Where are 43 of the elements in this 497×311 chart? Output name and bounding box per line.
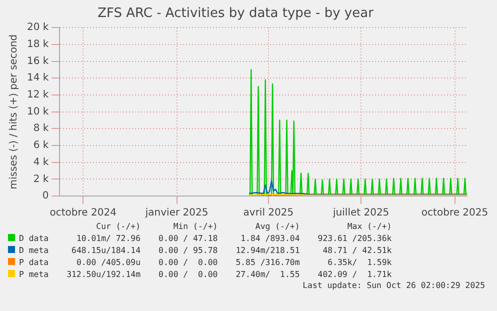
text: 923.61 /205.36k	[316, 232, 392, 244]
y-tick-label: 18 k	[26, 39, 49, 50]
text: 0.00 / 95.78	[158, 244, 218, 256]
text: 0.00 /405.09u	[75, 256, 141, 268]
text: 312.50u/192.14m	[66, 268, 141, 280]
text: Min (-/+)	[172, 220, 218, 232]
x-tick-label: janvier 2025	[144, 208, 208, 219]
text: 5.85 /316.70m	[234, 256, 300, 268]
text: 27.40m/ 1.55	[234, 268, 300, 280]
text: Cur (-/+)	[95, 220, 141, 232]
text: 402.09 / 1.71k	[316, 268, 392, 280]
text: 0.00 / 0.00	[158, 256, 218, 268]
y-tick-label: 8 k	[33, 123, 49, 134]
x-tick-label: juillet 2025	[332, 208, 390, 219]
text: 6.35k/ 1.59k	[326, 256, 392, 268]
y-tick-label: 4 k	[33, 156, 49, 168]
text: 0.00 / 0.00	[158, 268, 218, 280]
y-axis-title: misses (-) / hits (+) per second	[8, 34, 20, 190]
legend-label: D data	[18, 232, 49, 244]
y-tick-label: 6 k	[33, 140, 49, 152]
legend-label: P data	[18, 256, 49, 268]
text: 648.15u/184.14	[70, 244, 141, 256]
y-tick-label: 14 k	[26, 72, 49, 84]
y-tick-label: 12 k	[26, 90, 49, 101]
y-tick-label: 0	[42, 190, 49, 202]
legend-label: D meta	[18, 244, 49, 256]
y-tick-label: 2 k	[33, 174, 49, 185]
y-tick-label: 20 k	[26, 22, 49, 34]
text: 10.01m/ 72.96	[75, 232, 141, 244]
text: Last update: Sun Oct 26 02:00:29 2025	[302, 280, 485, 290]
text: 12.94m/218.51	[234, 244, 300, 256]
chart-title: ZFS ARC - Activities by data type - by year	[98, 6, 374, 22]
x-tick-label: avril 2025	[243, 208, 294, 219]
text: 1.84 /893.04	[240, 232, 300, 244]
x-tick-label: octobre 2024	[50, 208, 116, 219]
text: Max (-/+)	[346, 220, 392, 232]
text: 0.00 / 47.18	[158, 232, 218, 244]
text: 48.71 / 42.51k	[322, 244, 392, 256]
y-tick-label: 16 k	[26, 56, 49, 67]
legend-label: P meta	[18, 268, 49, 280]
y-tick-label: 10 k	[26, 106, 49, 118]
text: Avg (-/+)	[254, 220, 300, 232]
x-tick-label: octobre 2025	[421, 208, 488, 219]
